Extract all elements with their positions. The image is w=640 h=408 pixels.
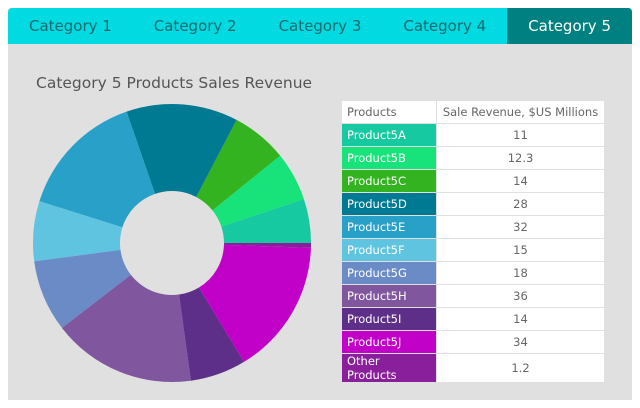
product-value: 14 — [437, 170, 604, 192]
table-row: Product5C 14 — [342, 170, 604, 192]
product-value: 32 — [437, 216, 604, 238]
tab-bar: Category 1 Category 2 Category 3 Category 4… — [8, 8, 632, 44]
product-name: Product5E — [342, 216, 436, 238]
table-row: Product5A 11 — [342, 124, 604, 146]
product-name: Product5F — [342, 239, 436, 261]
product-name: Product5H — [342, 285, 436, 307]
slice-product5h — [61, 274, 191, 383]
slice-product5j — [198, 244, 311, 362]
tab-category-4[interactable]: Category 4 — [403, 17, 487, 35]
product-value: 12.3 — [437, 147, 604, 169]
table-header-row: Products Sale Revenue, $US Millions — [342, 101, 604, 123]
table-row: Product5H 36 — [342, 285, 604, 307]
product-value: 34 — [437, 331, 604, 353]
product-name: Other Products — [342, 354, 436, 382]
slice-product5b — [212, 155, 304, 227]
slice-product5g — [34, 249, 131, 328]
product-name: Product5A — [342, 124, 436, 146]
slice-product5i — [179, 287, 244, 381]
product-value: 1.2 — [437, 354, 604, 382]
slice-product5e — [39, 111, 155, 228]
tab-category-2[interactable]: Category 2 — [153, 17, 237, 35]
product-value: 14 — [437, 308, 604, 330]
product-value: 18 — [437, 262, 604, 284]
legend-table: Products Sale Revenue, $US Millions Prod… — [341, 100, 605, 383]
product-name: Product5I — [342, 308, 436, 330]
panel: Category 1 Category 2 Category 3 Category 4… — [8, 8, 632, 400]
product-value: 28 — [437, 193, 604, 215]
slice-other-products — [223, 243, 311, 248]
slice-product5a — [221, 199, 311, 243]
product-name: Product5J — [342, 331, 436, 353]
product-value: 11 — [437, 124, 604, 146]
product-name: Product5C — [342, 170, 436, 192]
header-revenue: Sale Revenue, $US Millions — [437, 101, 604, 123]
product-name: Product5D — [342, 193, 436, 215]
table-row: Product5G 18 — [342, 262, 604, 284]
tab-category-3[interactable]: Category 3 — [278, 17, 362, 35]
table-row: Product5I 14 — [342, 308, 604, 330]
tab-category-5[interactable]: Category 5 — [507, 8, 632, 44]
product-name: Product5G — [342, 262, 436, 284]
table-row: Product5F 15 — [342, 239, 604, 261]
table-row: Product5D 28 — [342, 193, 604, 215]
chart-title: Category 5 Products Sales Revenue — [36, 74, 313, 92]
table-row: Product5J 34 — [342, 331, 604, 353]
table-row: Other Products 1.2 — [342, 354, 604, 382]
slice-product5f — [32, 201, 123, 262]
product-name: Product5B — [342, 147, 436, 169]
product-value: 15 — [437, 239, 604, 261]
table-row: Product5E 32 — [342, 216, 604, 238]
slice-product5d — [126, 104, 237, 197]
tab-category-1[interactable]: Category 1 — [28, 17, 112, 35]
table-row: Product5B 12.3 — [342, 147, 604, 169]
slice-product5c — [196, 119, 281, 211]
donut-chart — [32, 104, 311, 383]
product-value: 36 — [437, 285, 604, 307]
header-products: Products — [342, 101, 436, 123]
